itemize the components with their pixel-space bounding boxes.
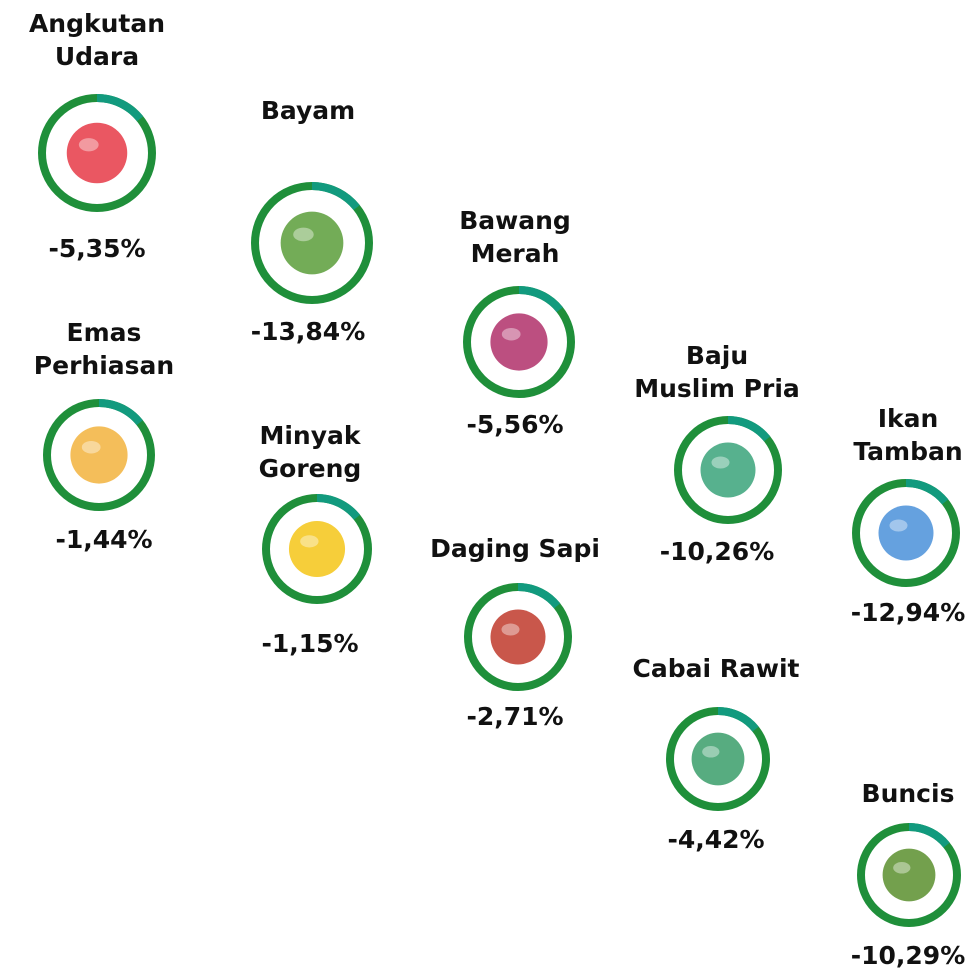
item-value: -1,44% [55, 525, 152, 554]
item-name: Udara [55, 42, 139, 71]
icon [490, 313, 548, 371]
item: Ikan Tamban -12,94% [851, 404, 966, 627]
icon-highlight [300, 535, 319, 548]
icon-highlight [893, 862, 911, 874]
ring-accent [908, 823, 950, 848]
item-value: -2,71% [466, 702, 563, 731]
item-value: -13,84% [251, 317, 366, 346]
icon-highlight [889, 519, 908, 532]
icon [490, 609, 546, 665]
ring-accent [96, 94, 144, 122]
item: Baju Muslim Pria -10,26% [634, 341, 800, 566]
ring-accent [311, 182, 360, 211]
item: Daging Sapi -2,71% [430, 534, 600, 731]
ring-accent [518, 286, 563, 313]
item-value: -10,26% [660, 537, 775, 566]
icon-highlight [501, 623, 520, 636]
item-name: Cabai Rawit [633, 654, 800, 683]
item-name: Perhiasan [34, 351, 174, 380]
item-value: -4,42% [667, 825, 764, 854]
ring-accent [717, 707, 759, 732]
item-value: -12,94% [851, 598, 966, 627]
icon-highlight [293, 227, 314, 242]
item-name: Merah [471, 239, 560, 268]
ring-accent [98, 399, 143, 426]
icon-highlight [81, 440, 101, 454]
item-value: -5,56% [466, 410, 563, 439]
ring-accent [727, 416, 771, 442]
item-name: Ikan [878, 404, 939, 433]
icon [280, 211, 344, 275]
item-name: Goreng [259, 454, 362, 483]
item-name: Buncis [862, 779, 955, 808]
icon-highlight [501, 327, 521, 341]
item: Bayam -13,84% [251, 96, 373, 346]
item-value: -5,35% [48, 234, 145, 263]
item-name: Baju [686, 341, 748, 370]
item: Bawang Merah -5,56% [459, 206, 575, 439]
item-name: Bawang [459, 206, 571, 235]
ring-accent [517, 583, 561, 609]
item-name: Tamban [853, 437, 962, 466]
item-value: -1,15% [261, 629, 358, 658]
item-value: -10,29% [851, 941, 966, 970]
item-name: Bayam [261, 96, 355, 125]
item: Buncis -10,29% [851, 779, 966, 970]
item-name: Muslim Pria [634, 374, 800, 403]
item-name: Angkutan [29, 9, 165, 38]
item: Emas Perhiasan -1,44% [34, 318, 174, 554]
item: Cabai Rawit -4,42% [633, 654, 800, 854]
ring-accent [905, 479, 949, 505]
icon [70, 426, 128, 484]
item-name: Emas [67, 318, 142, 347]
item-name: Minyak [259, 421, 361, 450]
ring-accent [316, 494, 361, 520]
icon [691, 732, 745, 786]
icon [66, 122, 128, 184]
item: Angkutan Udara -5,35% [29, 9, 165, 263]
icon [882, 848, 936, 902]
icon-highlight [702, 746, 720, 758]
icon [700, 442, 756, 498]
icon [878, 505, 934, 561]
item: Minyak Goreng -1,15% [259, 421, 372, 658]
icon [288, 520, 346, 578]
icon-highlight [711, 456, 730, 469]
item-name: Daging Sapi [430, 534, 600, 563]
icon-highlight [78, 138, 99, 152]
